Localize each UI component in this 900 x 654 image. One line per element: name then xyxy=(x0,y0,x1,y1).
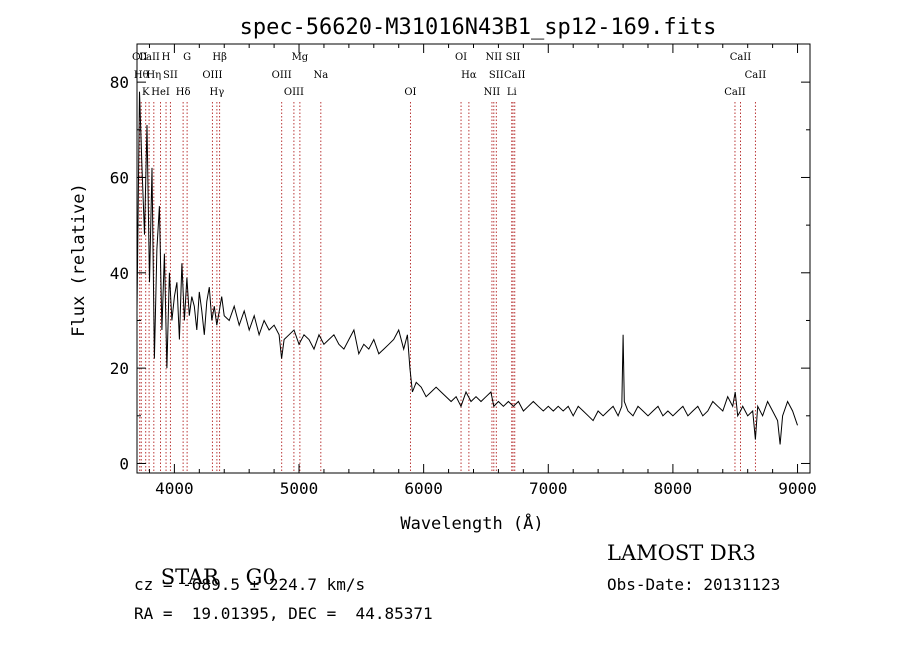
line-marker-label: G xyxy=(183,52,191,63)
line-marker-label: CaII xyxy=(504,70,526,81)
line-marker-label: OIII xyxy=(284,87,304,98)
redshift-readout: cz = -689.5 ± 224.7 km/s xyxy=(134,575,366,594)
line-marker-label: OIII xyxy=(272,70,292,81)
line-marker-label: CaII xyxy=(724,87,746,98)
line-marker-label: Hβ xyxy=(212,52,227,63)
line-marker-label: CII xyxy=(132,52,148,63)
line-marker-label: Hα xyxy=(461,70,477,81)
line-marker-label: OIII xyxy=(202,70,222,81)
line-marker-label: SII xyxy=(163,70,178,81)
x-tick-label: 7000 xyxy=(529,479,568,498)
line-marker-label: CaII xyxy=(138,52,160,63)
line-marker-label: OI xyxy=(455,52,467,63)
line-marker-label: Hγ xyxy=(210,87,225,98)
line-marker-label: Li xyxy=(507,87,517,98)
flux-line xyxy=(136,91,798,445)
object-class: STAR G0 xyxy=(134,541,276,613)
line-marker-label: K xyxy=(142,87,150,98)
line-marker-label: OI xyxy=(404,87,416,98)
line-marker-label: SII xyxy=(506,52,521,63)
line-marker-label: Mg xyxy=(292,52,309,63)
y-tick-label: 20 xyxy=(110,359,129,378)
x-axis-label: Wavelength (Å) xyxy=(400,512,543,534)
line-marker-label: NII xyxy=(485,52,502,63)
x-tick-label: 5000 xyxy=(280,479,319,498)
x-tick-label: 8000 xyxy=(654,479,693,498)
axes: 4000 5000 6000 7000 8000 9000 0 20 40 60 80 xyxy=(110,43,817,498)
y-tick-label: 40 xyxy=(110,264,129,283)
x-tick-label: 4000 xyxy=(155,479,194,498)
line-marker-label: Hη xyxy=(146,70,161,81)
line-marker-label: NII xyxy=(484,87,501,98)
line-marker-label: Hθ xyxy=(134,70,149,81)
chart-title: spec-56620-M31016N43B1_sp12-169.fits xyxy=(240,15,717,40)
line-marker-label: H xyxy=(162,52,171,63)
line-marker-label: CaII xyxy=(730,52,752,63)
line-marker-label: Na xyxy=(313,70,328,81)
line-marker-label: CaII xyxy=(745,70,767,81)
flux-series xyxy=(136,91,798,445)
subclass-label: G0 xyxy=(245,565,276,589)
line-marker-label: Hδ xyxy=(176,87,191,98)
y-tick-label: 0 xyxy=(119,454,129,473)
y-tick-label: 60 xyxy=(110,168,129,187)
y-axis-label: Flux (relative) xyxy=(69,183,89,337)
survey-label: LAMOST DR3 xyxy=(607,541,756,565)
coordinates: RA = 19.01395, DEC = 44.85371 xyxy=(134,604,433,623)
line-marker-label: SII xyxy=(489,70,504,81)
y-tick-label: 80 xyxy=(110,73,129,92)
x-tick-label: 6000 xyxy=(404,479,443,498)
line-markers: CIIHθKCaIIHηHeIHSIIHδGOIIIHγHβOIIIOIIIMg… xyxy=(132,52,766,473)
class-label: STAR xyxy=(160,565,219,589)
line-marker-label: HeI xyxy=(151,87,170,98)
x-tick-label: 9000 xyxy=(778,479,817,498)
obs-date: Obs-Date: 20131123 xyxy=(607,575,781,594)
